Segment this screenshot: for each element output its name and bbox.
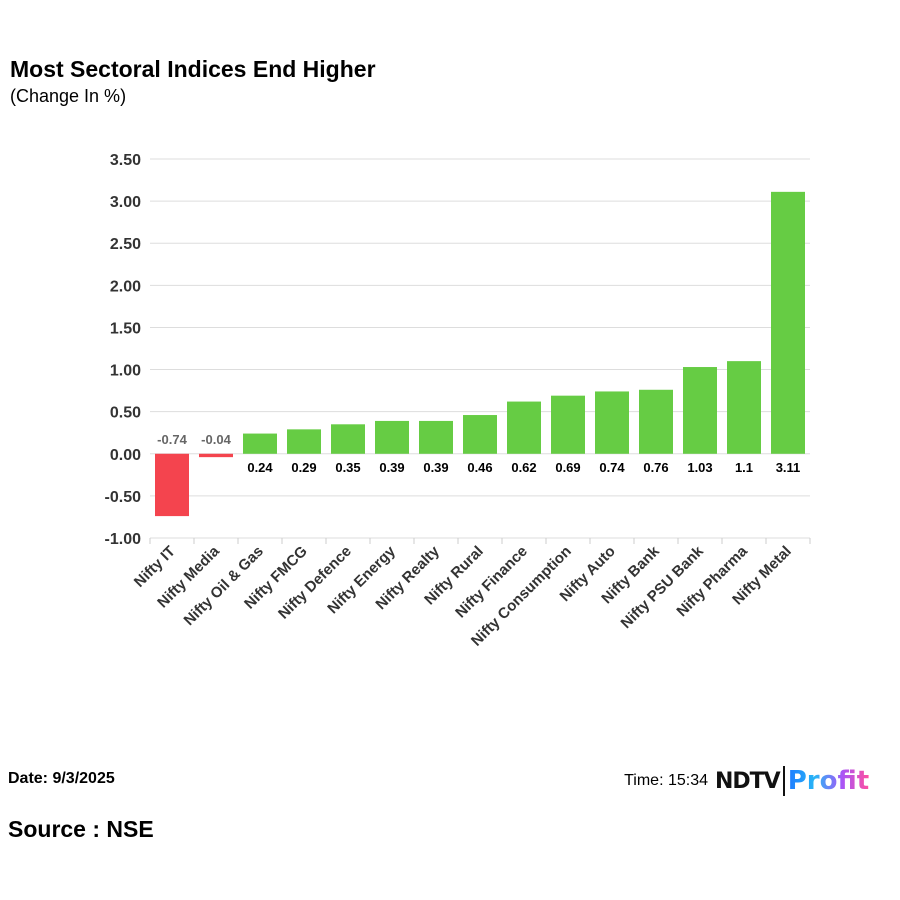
bar [243, 433, 277, 454]
bar [155, 453, 189, 517]
data-label: 0.39 [423, 460, 448, 475]
y-tick-label: 0.00 [110, 447, 141, 464]
data-label: 0.39 [379, 460, 404, 475]
y-tick-label: 2.00 [110, 278, 141, 295]
y-tick-label: -0.50 [105, 489, 142, 506]
bar [771, 191, 805, 454]
bar [199, 453, 233, 458]
chart-title: Most Sectoral Indices End Higher [10, 56, 376, 82]
y-tick-label: 0.50 [110, 405, 141, 422]
ndtv-profit-logo: NDTV Profit [715, 765, 869, 797]
bar [639, 389, 673, 454]
y-tick-label: -1.00 [105, 531, 142, 548]
bar [507, 401, 541, 454]
chart-subtitle: (Change In %) [10, 86, 127, 106]
bar [375, 420, 409, 454]
data-label: 1.03 [687, 460, 712, 475]
data-label: 0.62 [511, 460, 536, 475]
data-label: 0.35 [335, 460, 360, 475]
data-label: 1.1 [735, 460, 753, 475]
data-label: 0.46 [467, 460, 492, 475]
bar [551, 395, 585, 454]
data-label: -0.74 [157, 432, 187, 447]
data-label: 0.24 [247, 460, 273, 475]
bar [595, 391, 629, 454]
logo-divider [782, 766, 785, 796]
bar [419, 420, 453, 454]
y-tick-label: 3.00 [110, 194, 141, 211]
bar [287, 429, 321, 454]
bar [727, 361, 761, 454]
y-tick-label: 2.50 [110, 236, 141, 253]
data-label: -0.04 [201, 432, 231, 447]
source-label: Source : NSE [8, 816, 154, 842]
bar [331, 424, 365, 454]
data-label: 0.76 [643, 460, 668, 475]
data-label: 0.74 [599, 460, 625, 475]
y-tick-label: 1.00 [110, 363, 141, 380]
x-tick-label: Nifty Oil & Gas [181, 543, 267, 629]
bar [463, 415, 497, 454]
y-tick-label: 3.50 [110, 152, 141, 169]
date-label: Date: 9/3/2025 [8, 770, 115, 787]
logo-ndtv: NDTV [715, 768, 781, 794]
data-label: 0.69 [555, 460, 580, 475]
time-label: Time: 15:34 [624, 772, 708, 789]
y-tick-label: 1.50 [110, 320, 141, 337]
data-label: 0.29 [291, 460, 316, 475]
bar [683, 367, 717, 454]
data-label: 3.11 [776, 460, 801, 475]
logo-profit: Profit [787, 766, 870, 796]
